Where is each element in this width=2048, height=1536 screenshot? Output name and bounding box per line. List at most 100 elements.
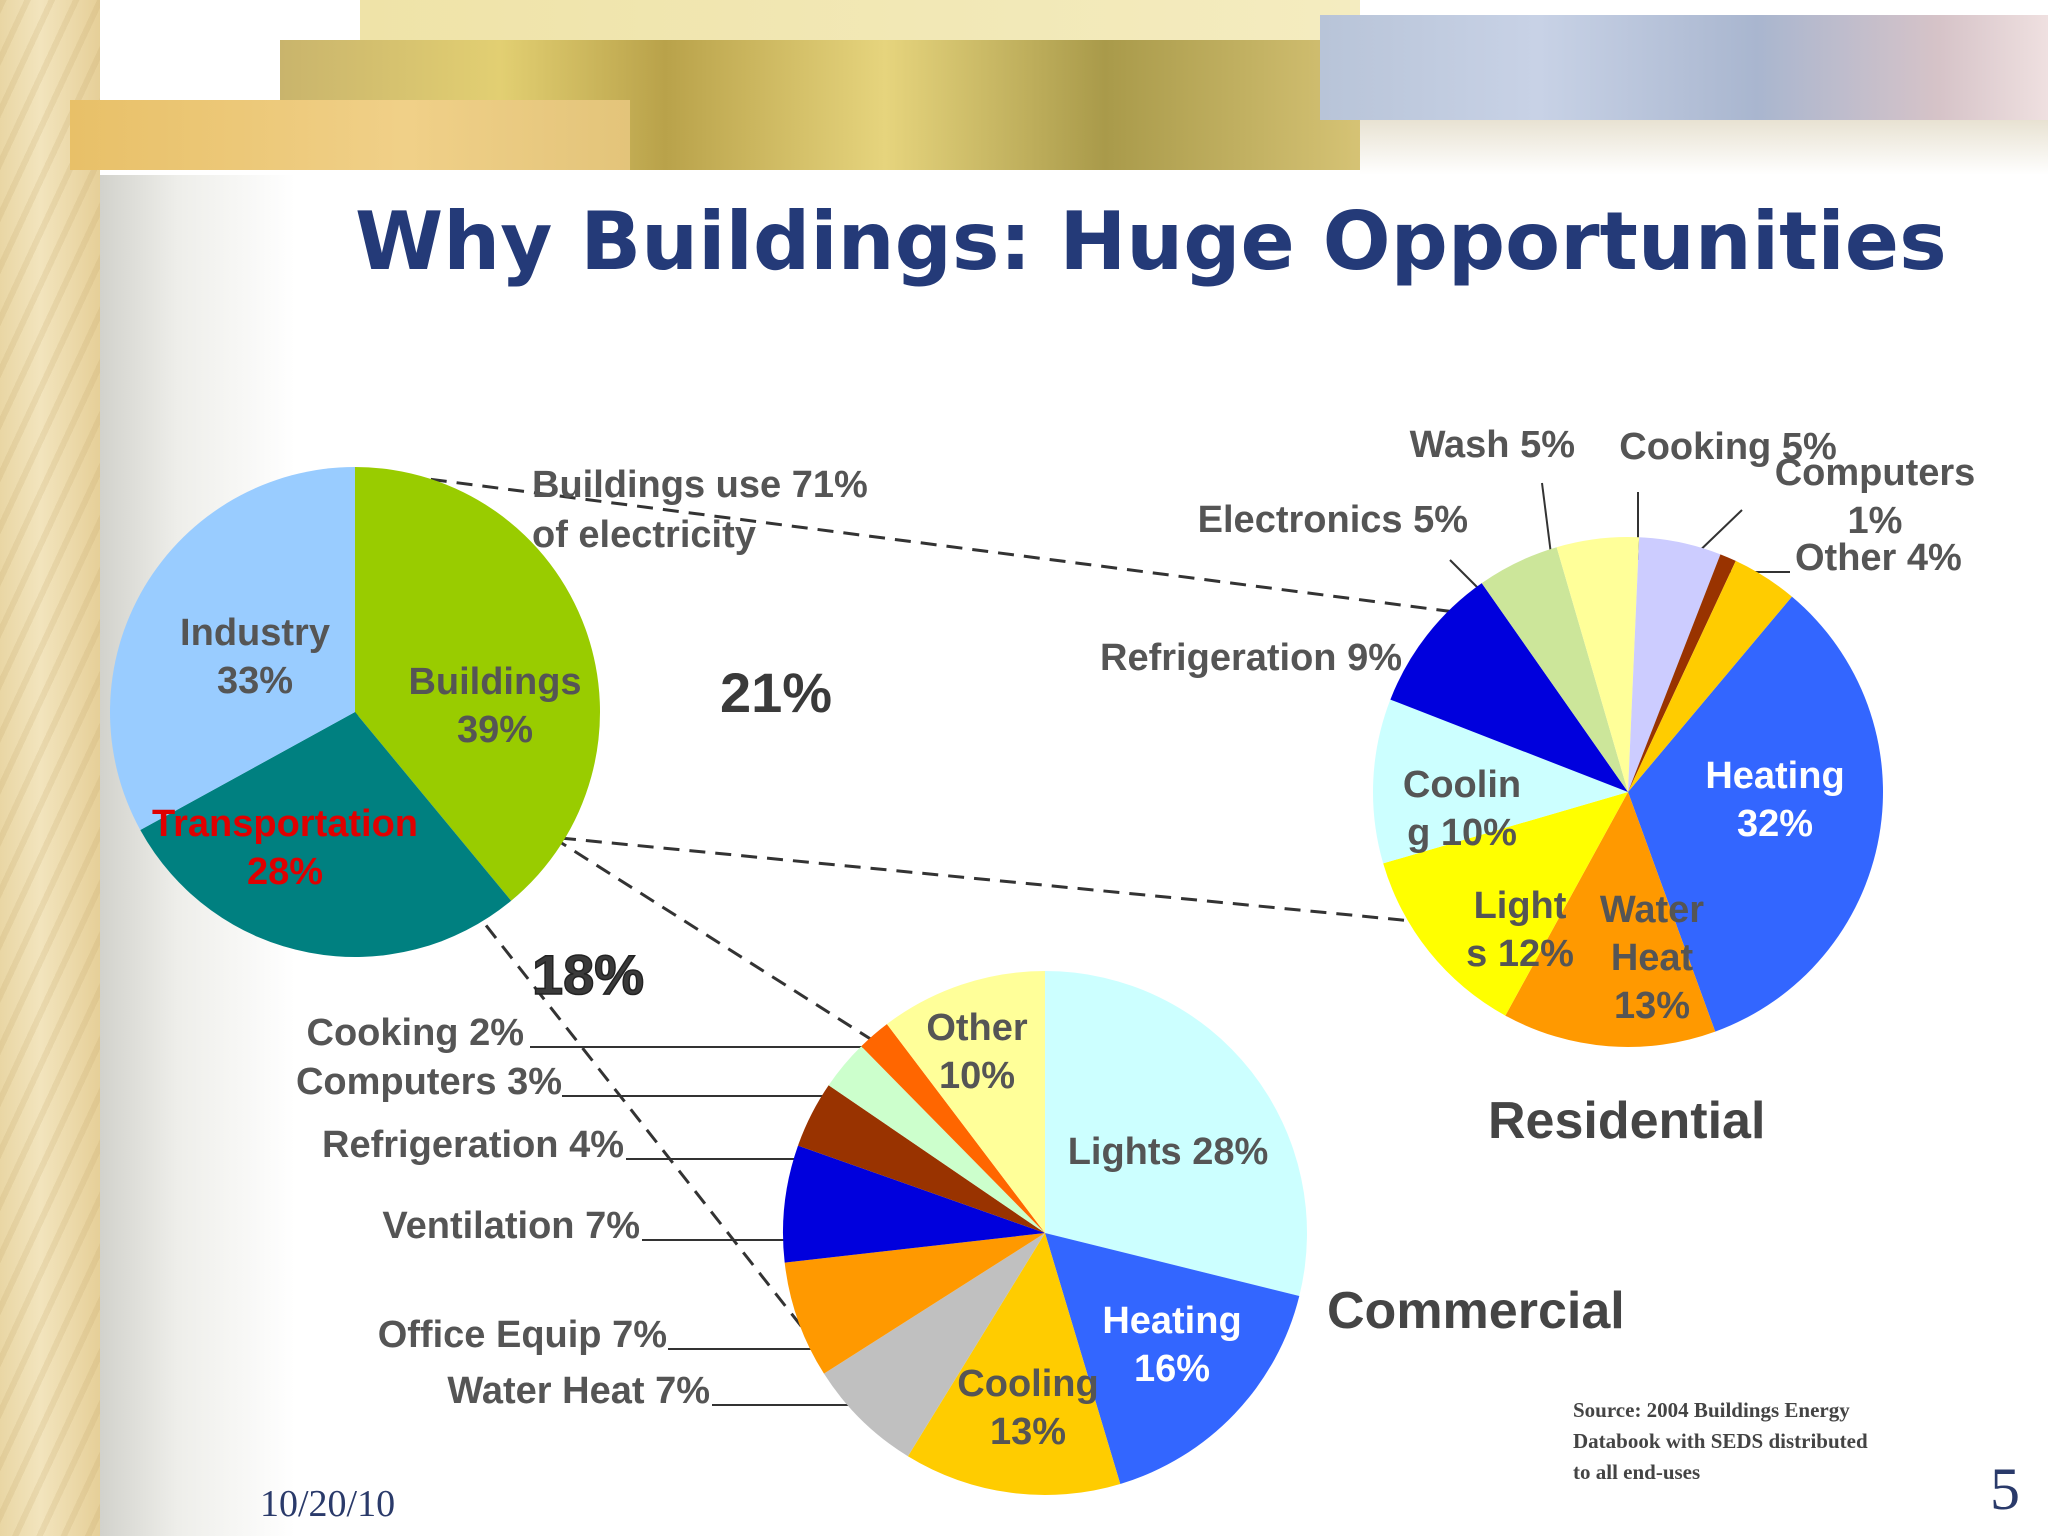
- residential-label-electronics: Electronics 5%: [1198, 499, 1468, 541]
- label-line: Water: [1600, 889, 1704, 931]
- commercial-pie-chart: [782, 971, 1308, 1496]
- commercial-slice-ventilation: [782, 1145, 1045, 1263]
- commercial-label-computers: Computers 3%: [296, 1061, 562, 1103]
- label-line: Water Heat 7%: [447, 1370, 710, 1412]
- residential-share-label: 21%: [720, 661, 832, 724]
- label-line: Buildings: [408, 661, 581, 703]
- total-energy-slice-industry: [109, 467, 355, 831]
- commercial-heading: Commercial: [1327, 1282, 1625, 1340]
- commercial-share-label: 18%: [532, 943, 644, 1006]
- residential-label-heating: Heating 32%: [1705, 755, 1844, 845]
- commercial-label-heating: Heating 16%: [1102, 1300, 1241, 1390]
- commercial-slice-water-heat: [823, 1233, 1045, 1457]
- label-line: Computers 3%: [296, 1061, 562, 1103]
- label-line: Office Equip 7%: [378, 1314, 667, 1356]
- commercial-slice-computers: [828, 1046, 1045, 1233]
- residential-pie-chart: [1373, 536, 1883, 1048]
- label-line: Lights 28%: [1068, 1131, 1269, 1173]
- commercial-label-water-heat: Water Heat 7%: [447, 1370, 710, 1412]
- total-energy-slice-buildings: [355, 467, 601, 901]
- slide-date: 10/20/10: [260, 1483, 396, 1525]
- commercial-label-lights: Lights 28%: [1068, 1131, 1269, 1173]
- slide-title: Why Buildings: Huge Opportunities: [355, 195, 1947, 288]
- commercial-label-office-equip: Office Equip 7%: [378, 1314, 667, 1356]
- label-line: Transportation: [152, 803, 418, 845]
- residential-label-water-heat: Water Heat 13%: [1600, 889, 1704, 1027]
- label-line: Heating: [1705, 755, 1844, 797]
- electricity-note-line-1: Buildings use 71%: [532, 464, 868, 506]
- label-line: Industry: [180, 612, 330, 654]
- label-line: Cooling: [957, 1363, 1098, 1405]
- residential-label-cooking: Cooking 5%: [1619, 426, 1836, 468]
- commercial-slice-cooking: [861, 1024, 1045, 1233]
- label-line: Other 4%: [1795, 537, 1962, 579]
- label-line: 13%: [990, 1411, 1066, 1453]
- label-line: Electronics 5%: [1198, 499, 1468, 541]
- total-energy-label-transportation: Transportation 28%: [152, 803, 418, 893]
- total-energy-label-buildings: Buildings 39%: [408, 661, 581, 751]
- label-line: Wash 5%: [1410, 424, 1575, 466]
- residential-slice-cooling: [1373, 699, 1628, 864]
- residential-connector-top: [404, 474, 1456, 614]
- commercial-label-cooling: Cooling 13%: [957, 1363, 1098, 1453]
- commercial-label-refrigeration: Refrigeration 4%: [322, 1124, 624, 1166]
- left-decorative-strip: [0, 0, 100, 1536]
- label-line: s 12%: [1466, 933, 1574, 975]
- label-line: 33%: [217, 660, 293, 702]
- label-line: Refrigeration 4%: [322, 1124, 624, 1166]
- residential-slice-computers: [1628, 554, 1736, 792]
- label-line: Heating: [1102, 1300, 1241, 1342]
- commercial-label-other: Other 10%: [926, 1007, 1028, 1097]
- label-line: Heat: [1611, 937, 1694, 979]
- label-line: Refrigeration 9%: [1100, 637, 1402, 679]
- label-line: 39%: [457, 709, 533, 751]
- commercial-connector-bottom: [468, 904, 822, 1351]
- residential-connector-bottom: [559, 836, 1413, 923]
- label-line: 13%: [1614, 985, 1690, 1027]
- electronics-leader: [1449, 559, 1481, 591]
- commercial-pie-labels: Lights 28% Heating 16% Cooling 13% Water Heat…: [296, 1007, 1268, 1453]
- label-line: 10%: [939, 1055, 1015, 1097]
- label-line: g 10%: [1407, 812, 1517, 854]
- label-line: 32%: [1737, 803, 1813, 845]
- wash-leader: [1541, 482, 1553, 563]
- label-line: Coolin: [1403, 764, 1521, 806]
- residential-label-other: Other 4%: [1795, 537, 1962, 579]
- residential-slice-cooking: [1628, 537, 1721, 792]
- label-line: 1%: [1848, 500, 1903, 542]
- residential-heading: Residential: [1488, 1092, 1765, 1150]
- electricity-note-line-2: of electricity: [532, 514, 756, 556]
- label-line: Cooking 5%: [1619, 426, 1836, 468]
- commercial-label-cooking: Cooking 2%: [307, 1012, 524, 1054]
- commercial-slice-lights: [1045, 971, 1308, 1297]
- leader-lines: [354, 474, 1790, 1406]
- label-line: Light: [1474, 885, 1567, 927]
- label-line: Other: [926, 1007, 1028, 1049]
- label-line: Computers: [1775, 452, 1976, 494]
- residential-slice-wash: [1556, 536, 1640, 792]
- residential-slice-heating: [1628, 596, 1883, 1032]
- residential-label-lights: Light s 12%: [1466, 885, 1574, 975]
- label-line: Cooking 2%: [307, 1012, 524, 1054]
- commercial-label-ventilation: Ventilation 7%: [382, 1205, 640, 1247]
- top-banner-image: [0, 0, 2048, 175]
- residential-slice-electronics: [1481, 547, 1628, 792]
- label-line: 28%: [247, 851, 323, 893]
- page-number: 5: [1990, 1456, 2020, 1522]
- residential-label-cooling: Coolin g 10%: [1403, 764, 1521, 854]
- total-energy-pie-chart: [109, 467, 601, 958]
- total-energy-label-industry: Industry 33%: [180, 612, 330, 702]
- source-note: Source: 2004 Buildings Energy Databook w…: [1573, 1398, 1868, 1484]
- residential-slice-water-heat: [1505, 792, 1716, 1048]
- commercial-slice-refrigeration: [798, 1085, 1045, 1233]
- residential-label-wash: Wash 5%: [1410, 424, 1575, 466]
- residential-label-refrigeration: Refrigeration 9%: [1100, 637, 1402, 679]
- commercial-slice-other: [886, 971, 1045, 1233]
- residential-slice-refrigeration: [1390, 583, 1628, 792]
- commercial-slice-heating: [1045, 1233, 1300, 1484]
- residential-slice-lights: [1383, 792, 1628, 1016]
- total-energy-pie-labels: Buildings 39% Transportation 28% Industry 33%: [152, 612, 582, 893]
- total-energy-slice-transportation: [140, 712, 512, 958]
- label-line: 16%: [1134, 1348, 1210, 1390]
